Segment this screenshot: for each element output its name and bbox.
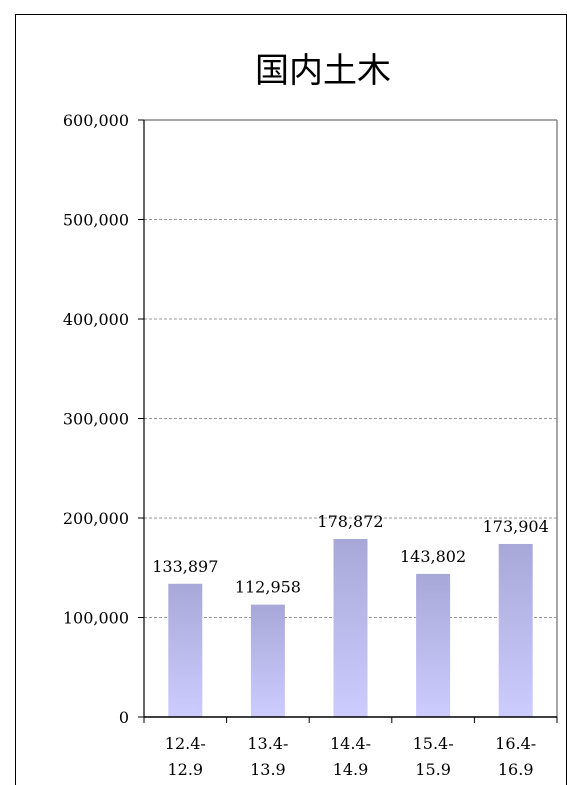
bars [168, 539, 533, 717]
x-tick-label-start: 13.4- [247, 734, 288, 753]
x-tick-label-end: 14.9 [333, 760, 369, 779]
x-tick-label-start: 12.4- [165, 734, 206, 753]
bar-value-label: 143,802 [400, 547, 466, 566]
bar-value-label: 133,897 [152, 557, 218, 576]
data-labels: 133,897 112,958 178,872 143,802 173,904 [152, 512, 549, 597]
x-tick-label-end: 13.9 [250, 760, 286, 779]
bar-value-label: 112,958 [235, 578, 301, 597]
x-tick-label-end: 12.9 [167, 760, 203, 779]
x-tick-label-end: 15.9 [415, 760, 451, 779]
x-tick-label-start: 15.4- [413, 734, 454, 753]
x-tick-label-start: 16.4- [495, 734, 536, 753]
bar-value-label: 178,872 [317, 512, 383, 531]
y-tick-label: 0 [119, 708, 129, 727]
bar [168, 583, 203, 717]
y-tick-label: 300,000 [63, 410, 129, 429]
bar [498, 543, 533, 717]
x-tick-label-end: 16.9 [498, 760, 534, 779]
y-tick-label: 600,000 [63, 111, 129, 130]
y-tick-label: 500,000 [63, 211, 129, 230]
x-tick-label-start: 14.4- [330, 734, 371, 753]
chart-title: 国内土木 [255, 51, 391, 91]
y-tick-label: 200,000 [63, 509, 129, 528]
bar [250, 604, 285, 717]
y-tick-label: 400,000 [63, 310, 129, 329]
bar [333, 539, 368, 717]
y-axis-ticks: 0 100,000 200,000 300,000 400,000 500,000 600,… [63, 111, 144, 727]
y-tick-label: 100,000 [63, 609, 129, 628]
bar-value-label: 173,904 [483, 517, 549, 536]
bar [416, 573, 451, 717]
x-axis-ticks: 12.4- 12.9 13.4- 13.9 14.4- 14.9 15.4- 15.9 16.4… [143, 717, 558, 779]
